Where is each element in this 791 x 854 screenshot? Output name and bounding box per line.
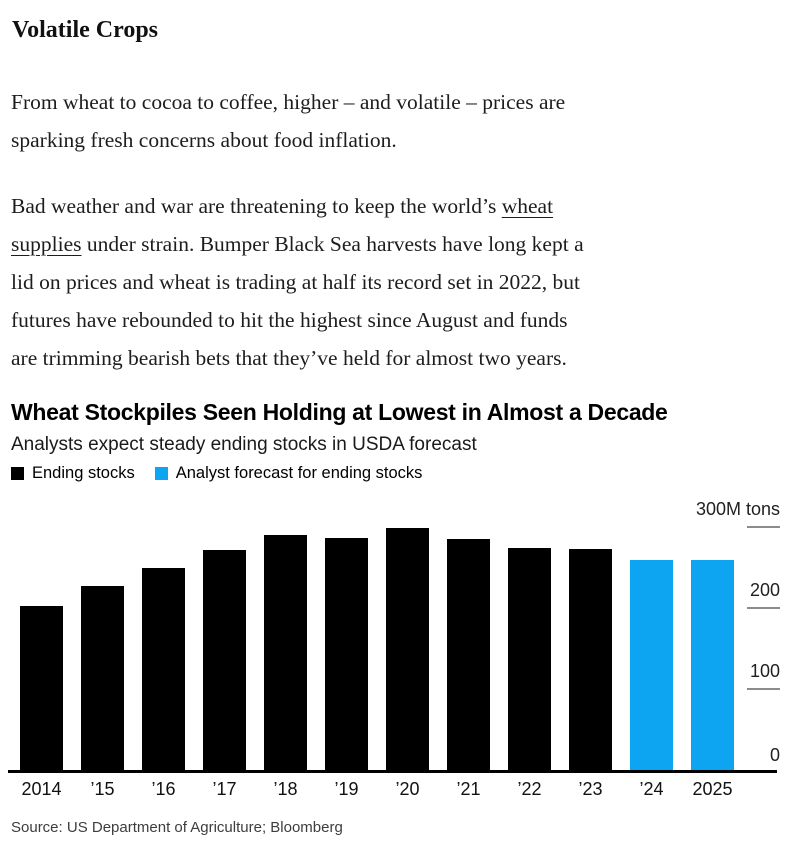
bar-column bbox=[438, 539, 499, 770]
bar-23 bbox=[569, 548, 612, 770]
y-axis-tick-label: 0 bbox=[769, 745, 780, 765]
bar-22 bbox=[508, 548, 551, 770]
chart-source: Source: US Department of Agriculture; Bl… bbox=[11, 819, 343, 836]
bar-21 bbox=[447, 539, 490, 770]
bars-group bbox=[11, 527, 743, 770]
chart-legend: Ending stocks Analyst forecast for ending… bbox=[11, 464, 780, 483]
x-axis-label: ’17 bbox=[212, 779, 237, 799]
x-axis-label: ’24 bbox=[639, 779, 664, 799]
legend-swatch-icon bbox=[11, 467, 24, 480]
x-axis-label: ’22 bbox=[517, 779, 542, 799]
article-paragraph-1: From wheat to cocoa to coffee, higher – … bbox=[11, 90, 566, 152]
legend-label: Analyst forecast for ending stocks bbox=[175, 464, 423, 482]
x-axis-label: ’21 bbox=[456, 779, 481, 799]
bar-2014 bbox=[20, 606, 63, 770]
bar-column bbox=[682, 560, 743, 770]
wheat-supplies-link[interactable]: wheat supplies bbox=[11, 194, 554, 256]
bar-column bbox=[499, 548, 560, 770]
chart-subtitle: Analysts expect steady ending stocks in … bbox=[11, 434, 477, 455]
y-axis-tick bbox=[747, 688, 780, 690]
y-axis-tick-label: 300M tons bbox=[695, 499, 780, 519]
plot-area: 0 100 200 300M tons bbox=[8, 499, 780, 773]
bar-column bbox=[560, 548, 621, 770]
x-axis-label: 2025 bbox=[692, 779, 733, 799]
paragraph-text: Bad weather and war are threatening to k… bbox=[11, 194, 502, 218]
x-axis-line bbox=[8, 770, 777, 773]
bar-15 bbox=[81, 586, 124, 770]
legend-item: Analyst forecast for ending stocks bbox=[154, 464, 423, 483]
bar-column bbox=[316, 538, 377, 770]
chart-section: Wheat Stockpiles Seen Holding at Lowest … bbox=[8, 399, 780, 837]
y-axis-tick-label: 100 bbox=[749, 661, 780, 681]
bar-column bbox=[621, 560, 682, 770]
x-axis-labels: 2014 ’15 ’16 ’17 ’18 ’19 ’20 ’21 ’22 ’23 ’24 2025 bbox=[11, 779, 743, 800]
chart-headline: Wheat Stockpiles Seen Holding at Lowest … bbox=[11, 399, 668, 425]
bar-column bbox=[255, 535, 316, 770]
bar-column bbox=[72, 586, 133, 770]
bar-20 bbox=[386, 527, 429, 770]
y-axis-tick bbox=[747, 607, 780, 609]
bar-column bbox=[133, 568, 194, 770]
x-axis-label: ’23 bbox=[578, 779, 603, 799]
bar-17 bbox=[203, 549, 246, 770]
article-paragraph-2: Bad weather and war are threatening to k… bbox=[11, 187, 780, 377]
bar-2025 bbox=[691, 560, 734, 770]
bar-19 bbox=[325, 538, 368, 770]
y-axis-tick bbox=[747, 526, 780, 528]
bar-column bbox=[194, 549, 255, 770]
x-axis-label: ’19 bbox=[334, 779, 359, 799]
x-axis-label: ’20 bbox=[395, 779, 420, 799]
article-title: Volatile Crops bbox=[12, 17, 159, 43]
x-axis-label: ’15 bbox=[90, 779, 115, 799]
x-axis-label: ’16 bbox=[151, 779, 176, 799]
legend-label: Ending stocks bbox=[32, 464, 135, 482]
bar-16 bbox=[142, 568, 185, 770]
paragraph-text: under strain. Bumper Black Sea harvests … bbox=[11, 232, 584, 370]
bar-18 bbox=[264, 535, 307, 770]
bar-column bbox=[377, 527, 438, 770]
legend-item: Ending stocks bbox=[11, 464, 135, 483]
legend-swatch-icon bbox=[154, 467, 168, 480]
bar-column bbox=[11, 606, 72, 770]
bar-24 bbox=[630, 560, 673, 770]
x-axis-label: 2014 bbox=[21, 779, 62, 799]
x-axis-label: ’18 bbox=[273, 779, 298, 799]
y-axis-tick-label: 200 bbox=[749, 580, 780, 600]
